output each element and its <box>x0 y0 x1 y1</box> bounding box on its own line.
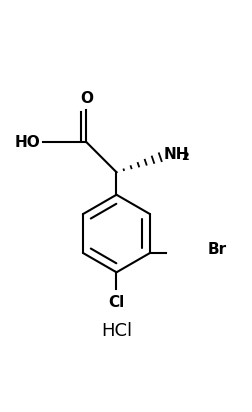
Text: Cl: Cl <box>108 295 124 310</box>
Text: HCl: HCl <box>101 322 132 340</box>
Text: 2: 2 <box>180 152 188 162</box>
Text: NH: NH <box>163 147 189 162</box>
Text: O: O <box>80 91 92 106</box>
Text: HO: HO <box>14 135 40 150</box>
Text: Br: Br <box>207 242 226 257</box>
